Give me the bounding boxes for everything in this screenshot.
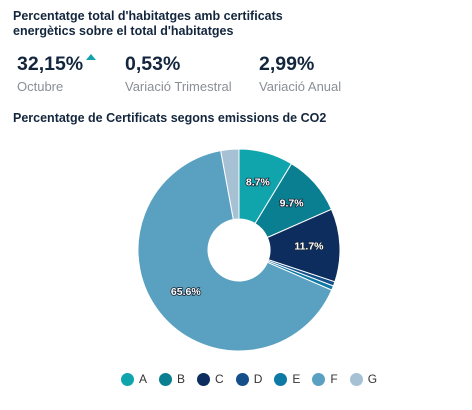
- legend-swatch: [121, 372, 134, 386]
- chart-legend: A B C D E F G: [121, 372, 377, 386]
- kpi-value: 32,15%: [17, 52, 97, 76]
- kpi-value: 2,99%: [259, 53, 315, 75]
- data-label-f: 65.6%: [171, 286, 201, 298]
- legend-label: A: [139, 372, 148, 386]
- legend-label: G: [367, 372, 378, 386]
- chart-subtitle: Percentatge de Certificats segons emissi…: [13, 111, 327, 125]
- legend-label: D: [253, 372, 263, 386]
- legend-swatch: [274, 372, 288, 386]
- kpi-label: Variació Trimestral: [125, 79, 232, 94]
- legend-item-d[interactable]: D: [235, 372, 263, 386]
- kpi-quarterly-variation: 0,53% Variació Trimestral: [125, 52, 232, 95]
- legend-item-g[interactable]: G: [349, 372, 378, 386]
- data-label-c: 11.7%: [294, 240, 324, 252]
- legend-item-b[interactable]: B: [159, 372, 185, 386]
- chart-title: Percentatge total d'habitatges amb certi…: [13, 9, 283, 38]
- legend-item-f[interactable]: F: [312, 372, 338, 386]
- legend-swatch: [197, 372, 211, 386]
- slice-g[interactable]: [220, 148, 240, 221]
- legend-swatch: [159, 372, 173, 386]
- kpi-october: 32,15% Octubre: [17, 52, 97, 95]
- legend-label: B: [177, 372, 186, 386]
- data-label-b: 9.7%: [280, 198, 305, 210]
- legend-swatch: [349, 372, 363, 386]
- legend-swatch: [312, 372, 326, 386]
- kpi-label: Octubre: [17, 79, 64, 94]
- legend-item-e[interactable]: E: [274, 372, 300, 386]
- data-label-a: 8.7%: [246, 176, 271, 188]
- trend-up-icon: [86, 54, 97, 60]
- legend-item-c[interactable]: C: [197, 372, 224, 386]
- legend-item-a[interactable]: A: [121, 372, 147, 386]
- kpi-label: Variació Anual: [259, 79, 342, 94]
- legend-label: E: [292, 372, 301, 386]
- kpi-annual-variation: 2,99% Variació Anual: [259, 52, 341, 95]
- legend-swatch: [235, 372, 249, 386]
- slice-f[interactable]: [137, 150, 333, 352]
- legend-label: C: [215, 372, 224, 386]
- legend-label: F: [330, 372, 338, 386]
- kpi-value: 0,53%: [125, 53, 181, 75]
